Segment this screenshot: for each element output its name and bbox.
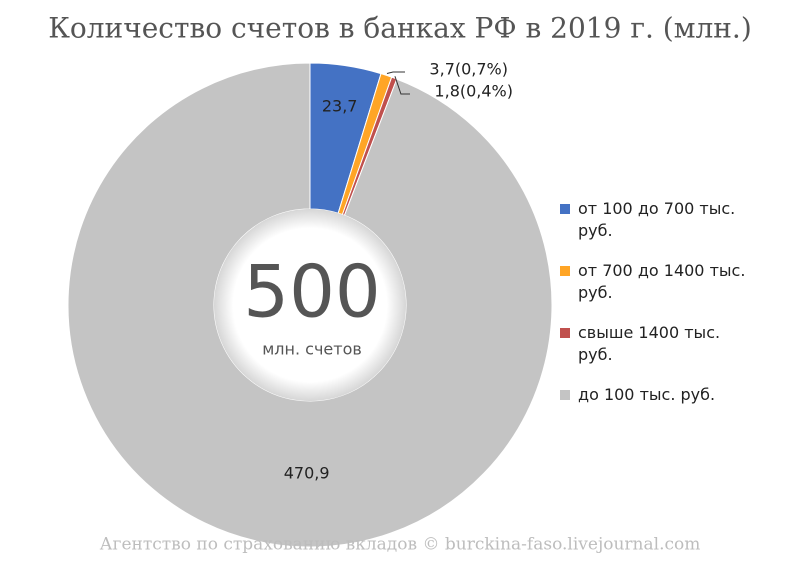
legend-label: от 700 до 1400 тыс. руб.: [578, 261, 746, 302]
value-label: 23,7: [322, 97, 358, 116]
chart-title: Количество счетов в банках РФ в 2019 г. …: [48, 12, 752, 45]
legend-swatch: [560, 266, 570, 276]
legend: от 100 до 700 тыс. руб. от 700 до 1400 ты…: [560, 198, 750, 424]
center-label: млн. счетов: [262, 340, 362, 359]
legend-swatch: [560, 390, 570, 400]
legend-item: до 100 тыс. руб.: [560, 384, 750, 406]
leader-line: [394, 76, 410, 95]
legend-label: до 100 тыс. руб.: [578, 385, 716, 404]
legend-item: от 100 до 700 тыс. руб.: [560, 198, 750, 242]
value-label: 3,7(0,7%): [429, 60, 508, 79]
leader-line: [386, 71, 405, 74]
legend-item: свыше 1400 тыс. руб.: [560, 322, 750, 366]
legend-item: от 700 до 1400 тыс. руб.: [560, 260, 750, 304]
donut-hole: [214, 209, 406, 401]
legend-label: от 100 до 700 тыс. руб.: [578, 199, 736, 240]
legend-swatch: [560, 204, 570, 214]
legend-swatch: [560, 328, 570, 338]
value-label: 470,9: [284, 464, 330, 483]
legend-label: свыше 1400 тыс. руб.: [578, 323, 721, 364]
center-value: 500: [243, 250, 380, 334]
source: Агентство по страхованию вкладов © burck…: [100, 535, 701, 555]
value-label: 1,8(0,4%): [434, 82, 513, 101]
